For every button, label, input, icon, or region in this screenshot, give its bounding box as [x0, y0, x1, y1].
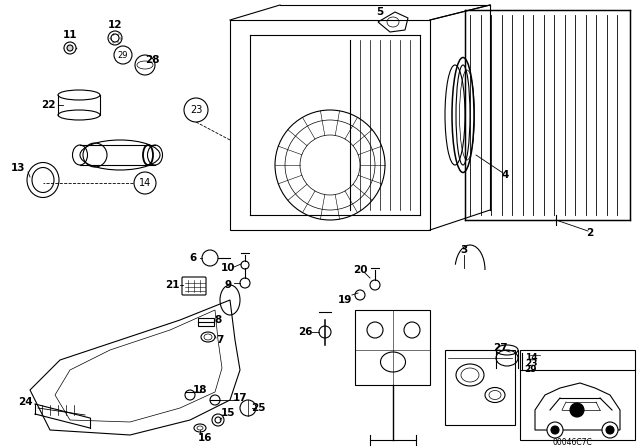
- Text: 22: 22: [41, 100, 55, 110]
- Text: 28: 28: [145, 55, 159, 65]
- Text: 8: 8: [214, 315, 221, 325]
- Circle shape: [602, 422, 618, 438]
- Text: 24: 24: [18, 397, 32, 407]
- Text: 5: 5: [376, 7, 383, 17]
- Text: 10: 10: [221, 263, 236, 273]
- Circle shape: [547, 422, 563, 438]
- Text: 15: 15: [221, 408, 236, 418]
- Text: 12: 12: [108, 20, 122, 30]
- Text: 29: 29: [118, 51, 128, 60]
- FancyBboxPatch shape: [445, 350, 515, 425]
- Circle shape: [184, 98, 208, 122]
- Text: 14: 14: [525, 353, 538, 362]
- Text: 18: 18: [193, 385, 207, 395]
- Text: 19: 19: [338, 295, 352, 305]
- FancyBboxPatch shape: [355, 310, 430, 385]
- Text: 14: 14: [139, 178, 151, 188]
- Bar: [198, 318, 214, 326]
- Text: 26: 26: [298, 327, 312, 337]
- Text: 27: 27: [493, 343, 508, 353]
- Text: 21: 21: [164, 280, 179, 290]
- Bar: [520, 350, 635, 440]
- Text: 17: 17: [233, 393, 247, 403]
- Text: 6: 6: [189, 253, 196, 263]
- Circle shape: [570, 403, 584, 417]
- Text: 3: 3: [460, 245, 468, 255]
- Circle shape: [114, 46, 132, 64]
- Text: 29: 29: [525, 365, 538, 374]
- Text: 25: 25: [251, 403, 265, 413]
- Text: 20: 20: [353, 265, 367, 275]
- Text: 23: 23: [190, 105, 202, 115]
- Text: 11: 11: [63, 30, 77, 40]
- Text: 2: 2: [586, 228, 594, 238]
- Circle shape: [551, 426, 559, 434]
- Circle shape: [606, 426, 614, 434]
- FancyBboxPatch shape: [182, 277, 206, 295]
- Bar: [465, 10, 630, 220]
- Text: 13: 13: [11, 163, 25, 173]
- Text: 4: 4: [501, 170, 509, 180]
- Circle shape: [134, 172, 156, 194]
- Text: 9: 9: [225, 280, 232, 290]
- Text: 7: 7: [216, 335, 224, 345]
- Circle shape: [64, 42, 76, 54]
- Text: 16: 16: [198, 433, 212, 443]
- Circle shape: [67, 45, 73, 51]
- Text: 00046C7C: 00046C7C: [552, 438, 592, 447]
- Text: 23: 23: [525, 358, 537, 367]
